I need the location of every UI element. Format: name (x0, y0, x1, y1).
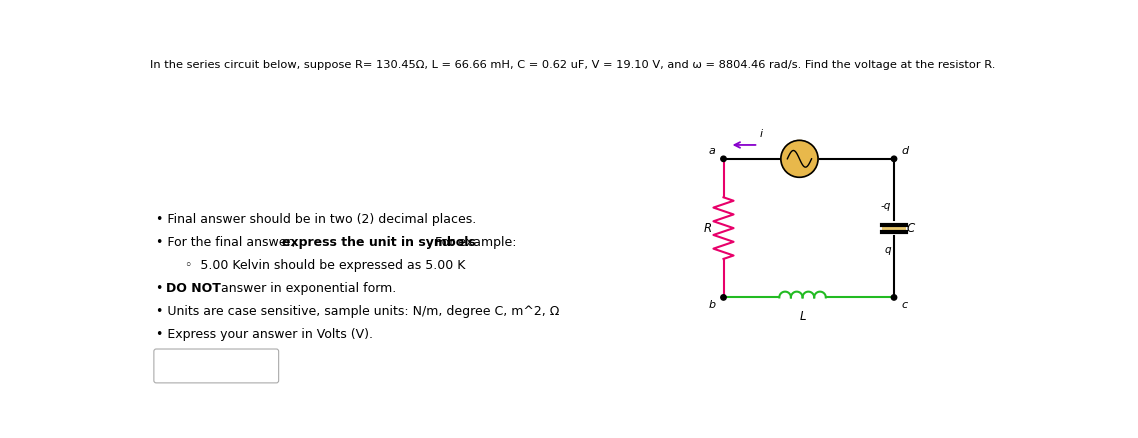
Text: • For the final answer,: • For the final answer, (156, 236, 299, 249)
Text: -q: -q (881, 201, 891, 211)
FancyBboxPatch shape (154, 349, 279, 383)
Text: • Express your answer in Volts (V).: • Express your answer in Volts (V). (156, 328, 373, 341)
Text: answer in exponential form.: answer in exponential form. (217, 282, 397, 295)
Text: L: L (799, 310, 806, 323)
Bar (882, 225, 906, 232)
Circle shape (891, 295, 897, 300)
Text: C: C (906, 222, 915, 235)
Text: In the series circuit below, suppose R= 130.45Ω, L = 66.66 mH, C = 0.62 uF, V = : In the series circuit below, suppose R= … (150, 60, 996, 70)
Circle shape (781, 140, 818, 177)
Text: d: d (901, 146, 909, 156)
Text: q: q (884, 245, 891, 255)
Text: b: b (709, 300, 716, 311)
Text: DO NOT: DO NOT (165, 282, 221, 295)
Circle shape (720, 295, 726, 300)
Text: • Final answer should be in two (2) decimal places.: • Final answer should be in two (2) deci… (156, 213, 477, 226)
Text: c: c (901, 300, 908, 311)
Circle shape (720, 156, 726, 162)
Text: i: i (759, 129, 762, 139)
Text: R: R (703, 222, 712, 235)
Text: ◦  5.00 Kelvin should be expressed as 5.00 K: ◦ 5.00 Kelvin should be expressed as 5.0… (184, 259, 465, 272)
Circle shape (891, 156, 897, 162)
Text: a: a (709, 146, 716, 156)
Text: . For example:: . For example: (428, 236, 517, 249)
Text: express the unit in symbols: express the unit in symbols (282, 236, 476, 249)
Text: • Units are case sensitive, sample units: N/m, degree C, m^2, Ω: • Units are case sensitive, sample units… (156, 305, 560, 318)
Text: •: • (156, 282, 167, 295)
